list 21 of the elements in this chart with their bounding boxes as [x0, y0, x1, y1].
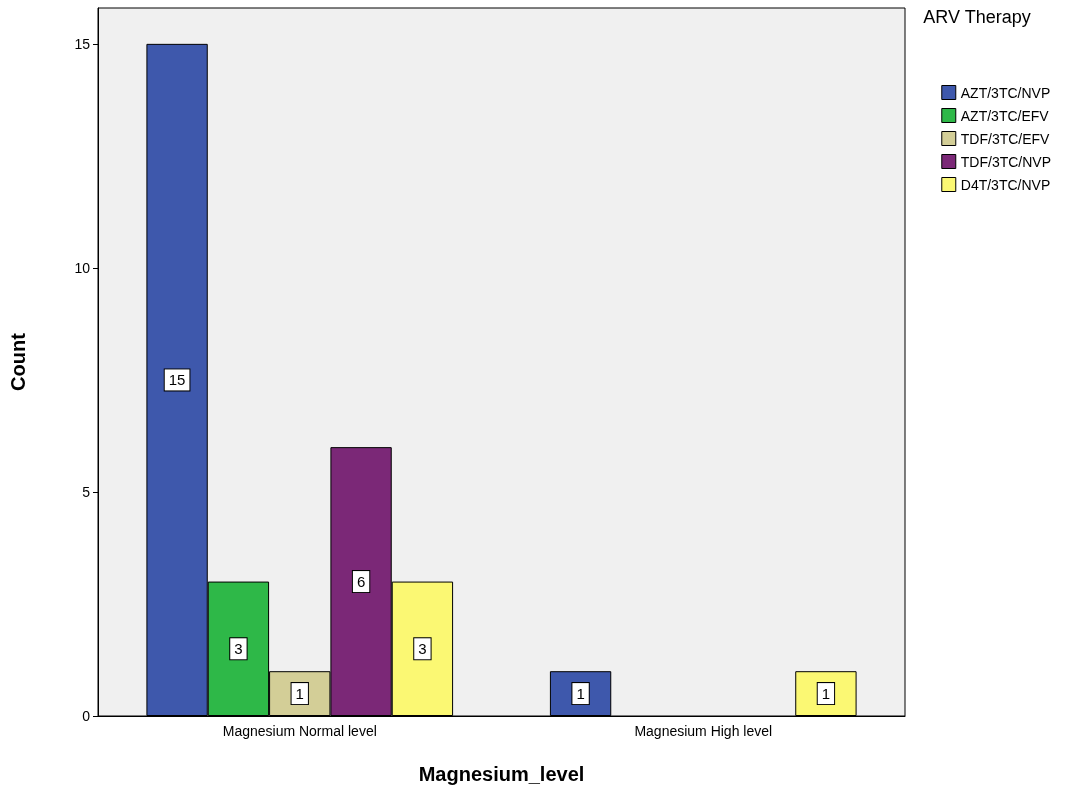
y-tick-label: 5 [82, 483, 91, 500]
x-tick-label: Magnesium Normal level [222, 723, 377, 739]
x-axis-title: Magnesium_level [418, 763, 585, 785]
data-label: 15 [168, 371, 186, 389]
legend-label: TDF/3TC/NVP [960, 153, 1052, 170]
data-label: 3 [234, 640, 243, 658]
y-axis-title: Count [7, 332, 29, 391]
legend-label: D4T/3TC/NVP [960, 176, 1051, 193]
data-label: 1 [295, 685, 304, 703]
legend-title: ARV Therapy [923, 7, 1031, 27]
y-tick-label: 10 [74, 259, 91, 276]
x-tick-label: Magnesium High level [634, 723, 773, 739]
legend-label: TDF/3TC/EFV [960, 130, 1051, 147]
data-label: 3 [418, 640, 427, 658]
data-label: 6 [356, 573, 366, 591]
legend-label: AZT/3TC/NVP [960, 84, 1051, 101]
data-label: 1 [821, 685, 831, 703]
y-tick-label: 0 [82, 708, 91, 724]
legend-label: AZT/3TC/EFV [960, 107, 1050, 124]
data-label: 1 [576, 685, 585, 703]
y-tick-label: 15 [74, 35, 91, 52]
